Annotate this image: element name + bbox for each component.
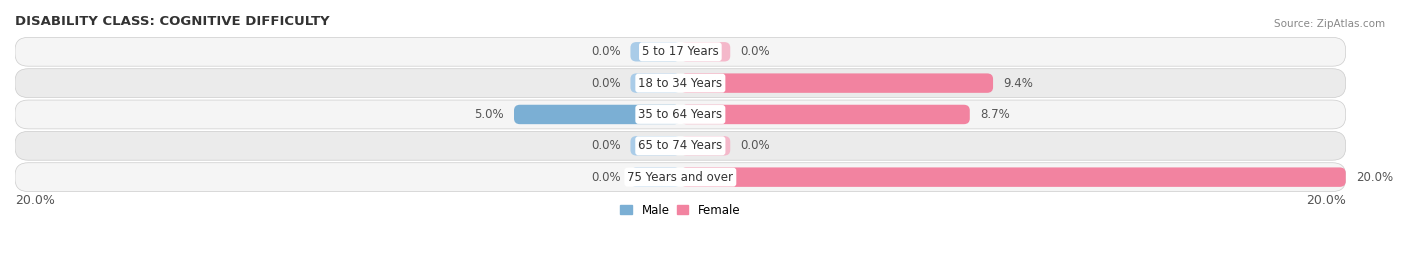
Text: 0.0%: 0.0%	[591, 171, 620, 184]
FancyBboxPatch shape	[681, 42, 730, 62]
Text: DISABILITY CLASS: COGNITIVE DIFFICULTY: DISABILITY CLASS: COGNITIVE DIFFICULTY	[15, 15, 329, 28]
Text: 20.0%: 20.0%	[15, 194, 55, 207]
Text: 5 to 17 Years: 5 to 17 Years	[643, 45, 718, 58]
FancyBboxPatch shape	[681, 105, 970, 124]
Text: 35 to 64 Years: 35 to 64 Years	[638, 108, 723, 121]
Text: 20.0%: 20.0%	[1306, 194, 1346, 207]
Text: 0.0%: 0.0%	[591, 139, 620, 152]
Text: 20.0%: 20.0%	[1355, 171, 1393, 184]
Text: 5.0%: 5.0%	[474, 108, 503, 121]
Text: 75 Years and over: 75 Years and over	[627, 171, 734, 184]
FancyBboxPatch shape	[630, 42, 681, 62]
Legend: Male, Female: Male, Female	[616, 199, 745, 221]
FancyBboxPatch shape	[15, 69, 1346, 98]
Text: 0.0%: 0.0%	[591, 45, 620, 58]
FancyBboxPatch shape	[15, 163, 1346, 192]
Text: 0.0%: 0.0%	[740, 139, 770, 152]
FancyBboxPatch shape	[15, 131, 1346, 160]
FancyBboxPatch shape	[681, 136, 730, 155]
FancyBboxPatch shape	[681, 167, 1346, 187]
Text: 65 to 74 Years: 65 to 74 Years	[638, 139, 723, 152]
FancyBboxPatch shape	[630, 167, 681, 187]
FancyBboxPatch shape	[515, 105, 681, 124]
FancyBboxPatch shape	[15, 37, 1346, 66]
FancyBboxPatch shape	[15, 100, 1346, 129]
Text: 8.7%: 8.7%	[980, 108, 1010, 121]
Text: 0.0%: 0.0%	[740, 45, 770, 58]
Text: 9.4%: 9.4%	[1002, 77, 1033, 90]
FancyBboxPatch shape	[681, 73, 993, 93]
FancyBboxPatch shape	[630, 73, 681, 93]
FancyBboxPatch shape	[630, 136, 681, 155]
Text: Source: ZipAtlas.com: Source: ZipAtlas.com	[1274, 19, 1385, 29]
Text: 18 to 34 Years: 18 to 34 Years	[638, 77, 723, 90]
Text: 0.0%: 0.0%	[591, 77, 620, 90]
